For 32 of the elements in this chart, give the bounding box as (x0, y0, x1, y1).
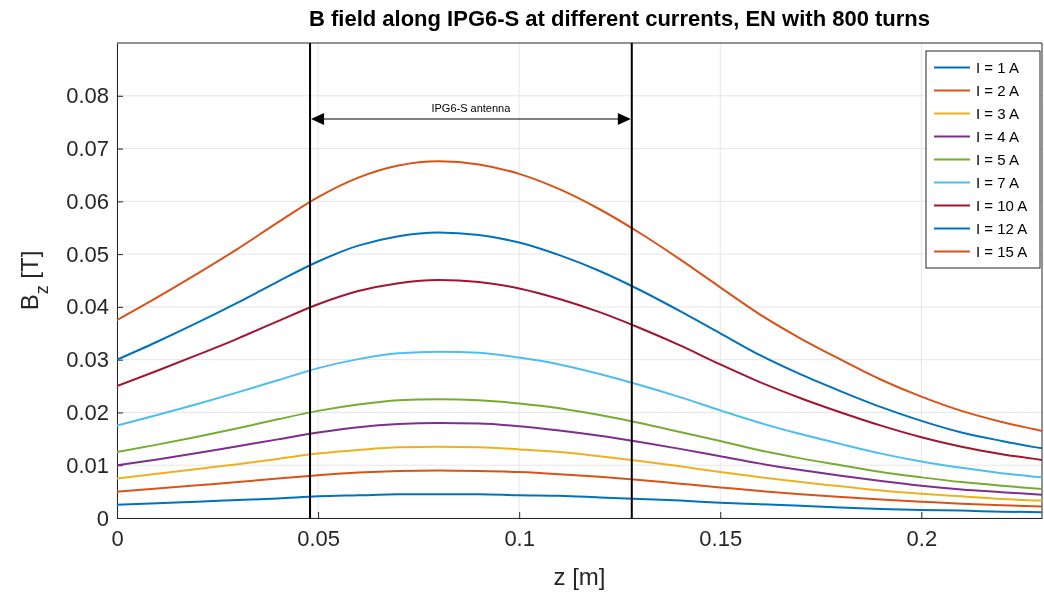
x-axis-title: z [m] (553, 563, 606, 590)
legend-label: I = 4 A (976, 127, 1019, 145)
y-tick-label: 0.03 (66, 347, 109, 373)
y-tick-label: 0.01 (66, 452, 109, 478)
line-series (117, 469, 1042, 508)
line-series (117, 278, 1042, 461)
y-tick-label: 0.02 (66, 399, 109, 425)
legend-label: I = 1 A (976, 58, 1019, 76)
line-series (117, 422, 1042, 496)
y-tick-label: 0.07 (66, 136, 109, 162)
annotation: IPG6-S antenna (431, 102, 512, 114)
legend-label: I = 2 A (976, 81, 1019, 99)
y-tick-label: 0 (96, 505, 109, 531)
y-tick-label: 0.08 (66, 83, 109, 109)
y-tick-label: 0.04 (66, 294, 109, 320)
legend-label: I = 12 A (976, 219, 1028, 237)
x-tick-label: 0.15 (699, 525, 743, 551)
line-series (117, 493, 1042, 514)
x-tick-label: 0.2 (906, 525, 938, 551)
legend-label: I = 10 A (976, 196, 1028, 214)
y-tick-label: 0.06 (66, 188, 109, 214)
legend-label: I = 7 A (976, 173, 1019, 191)
chart-title: B field along IPG6-S at different currents, EN with 800 turns (309, 6, 930, 31)
legend-label: I = 5 A (976, 150, 1019, 168)
x-tick-label: 0.1 (504, 525, 535, 551)
line-series (117, 398, 1042, 490)
legend-label: I = 15 A (976, 242, 1028, 260)
x-tick-label: 0.05 (297, 525, 340, 551)
y-tick-label: 0.05 (66, 241, 109, 267)
line-series (117, 350, 1042, 479)
legend-label: I = 3 A (976, 104, 1019, 122)
line-series (117, 445, 1042, 502)
